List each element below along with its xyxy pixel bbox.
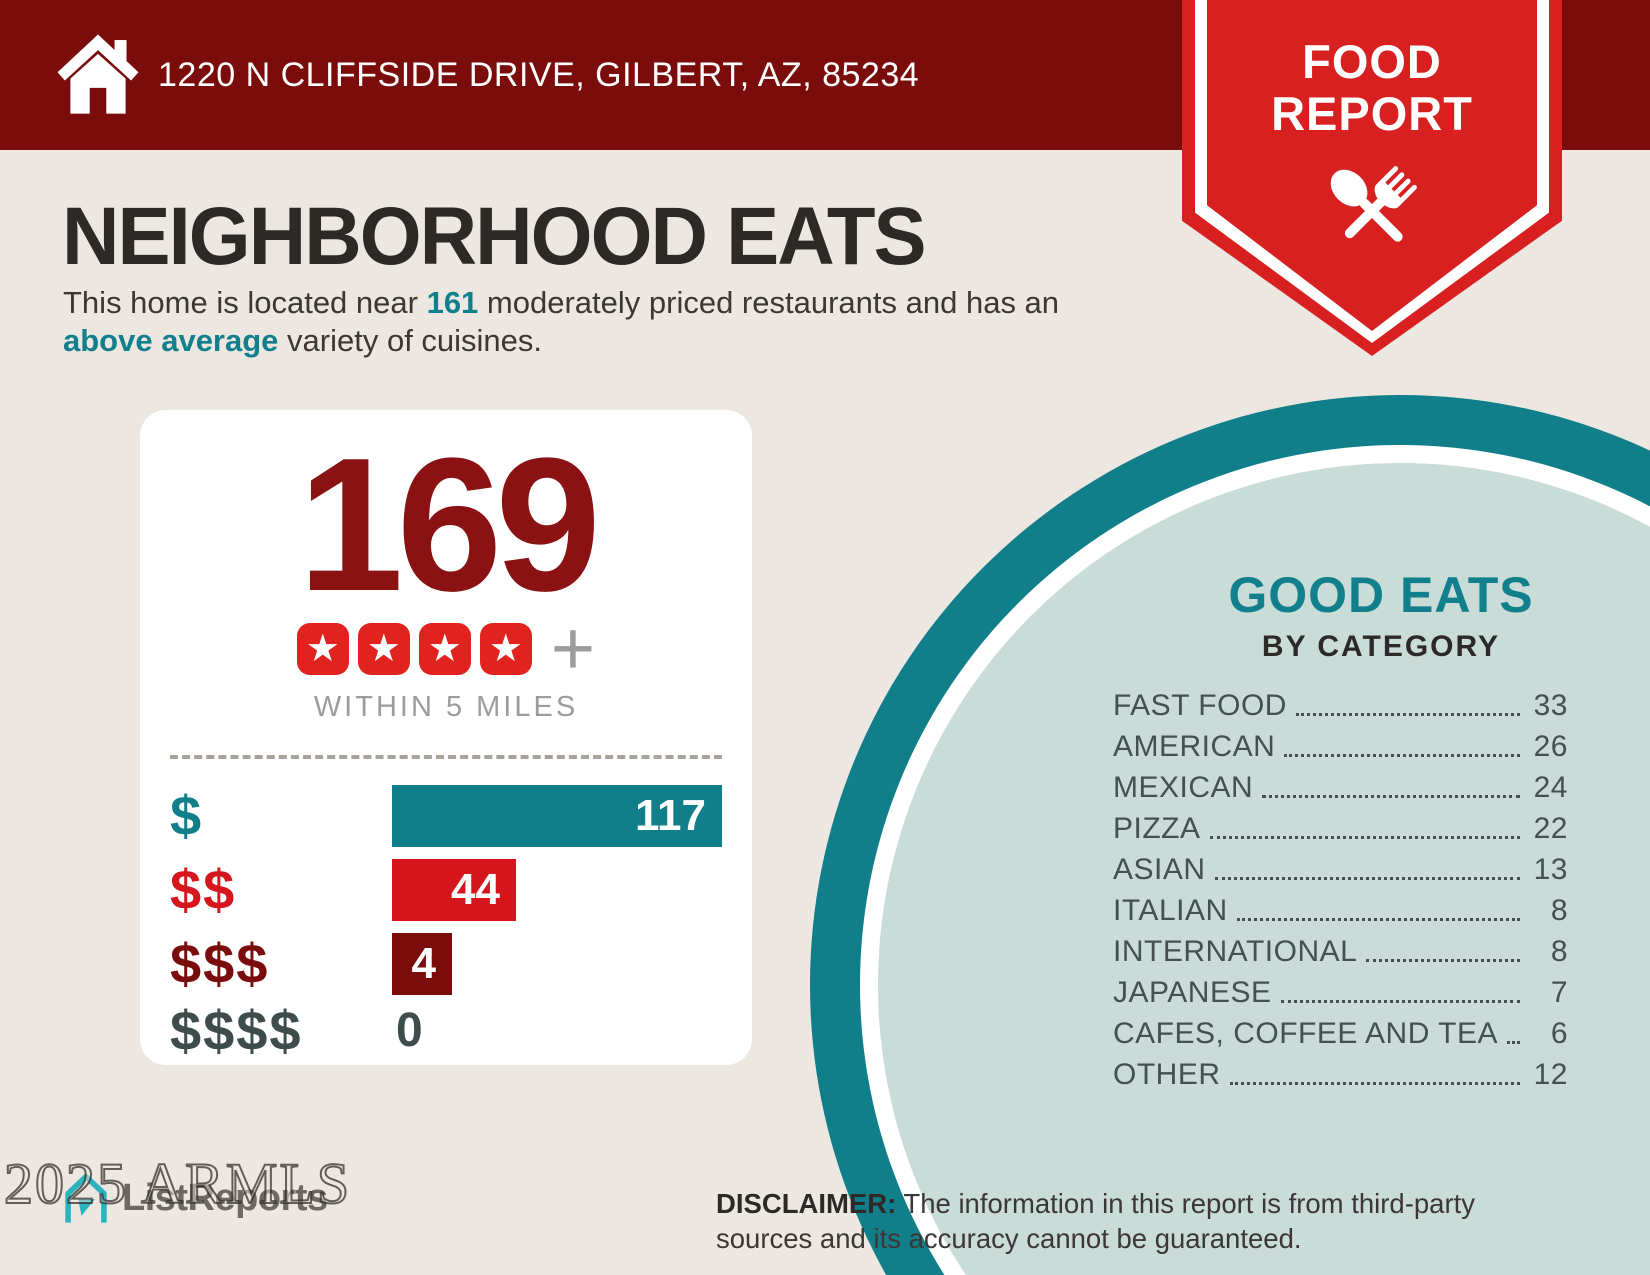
category-row: AMERICAN 26 xyxy=(1113,723,1568,764)
subtitle-pre: This home is located near xyxy=(63,285,427,320)
category-value: 7 xyxy=(1550,976,1568,1009)
price-tier-label: $$ xyxy=(170,858,237,922)
star-icon: ★ xyxy=(357,622,410,675)
spoon-fork-icon xyxy=(1330,166,1417,242)
dotted-leader xyxy=(1229,1082,1520,1085)
category-label: JAPANESE xyxy=(1113,976,1272,1009)
category-label: FAST FOOD xyxy=(1113,689,1287,722)
dotted-leader xyxy=(1507,1041,1520,1044)
ribbon-title-line1: FOOD xyxy=(1302,35,1442,88)
good-eats-subtitle: BY CATEGORY xyxy=(1261,630,1501,663)
disclaimer: DISCLAIMER: The information in this repo… xyxy=(716,1186,1576,1256)
subtitle-post: variety of cuisines. xyxy=(278,323,543,358)
dotted-leader xyxy=(1366,959,1520,962)
category-row: JAPANESE 7 xyxy=(1113,969,1568,1010)
star-icon: ★ xyxy=(296,622,349,675)
watermark: 2025 ARMLS xyxy=(3,1150,352,1217)
bar-track: 4 xyxy=(392,932,722,995)
dotted-leader xyxy=(1262,795,1520,798)
subtitle-mid: moderately priced restaurants and has an xyxy=(478,285,1060,320)
listreports-logo-text: ListReports xyxy=(122,1176,328,1219)
variety-highlight: above average xyxy=(63,323,279,358)
category-label: MEXICAN xyxy=(1113,771,1254,804)
restaurant-count: 169 xyxy=(297,419,601,631)
bar-track: 117 xyxy=(392,784,722,847)
disclaimer-label: DISCLAIMER: xyxy=(716,1188,897,1219)
category-row: MEXICAN 24 xyxy=(1113,764,1568,805)
category-label: ITALIAN xyxy=(1113,894,1228,927)
category-label: AMERICAN xyxy=(1113,730,1276,763)
category-row: INTERNATIONAL 8 xyxy=(1113,928,1568,969)
price-bar-row: $$$$ 0 xyxy=(170,999,722,1062)
bar: 44 xyxy=(392,858,516,921)
page-subtitle: This home is located near 161 moderately… xyxy=(63,284,1103,360)
listreports-logo: ListReports xyxy=(58,1170,328,1226)
ribbon-title: FOOD REPORT xyxy=(1182,36,1562,140)
category-value: 12 xyxy=(1533,1058,1568,1091)
category-row: FAST FOOD 33 xyxy=(1113,682,1568,723)
home-icon xyxy=(57,34,139,114)
good-eats-title: GOOD EATS xyxy=(1228,567,1534,623)
bar-track: 0 xyxy=(392,1003,722,1057)
category-label: CAFES, COFFEE AND TEA xyxy=(1113,1017,1499,1050)
price-tier-label: $$$ xyxy=(170,932,270,996)
radius-label: WITHIN 5 MILES xyxy=(313,690,579,723)
good-eats-circle xyxy=(810,395,1650,1275)
category-value: 13 xyxy=(1533,853,1568,886)
category-row: CAFES, COFFEE AND TEA 6 xyxy=(1113,1010,1568,1051)
dotted-leader xyxy=(1284,754,1520,757)
listreports-house-icon xyxy=(65,1173,107,1223)
price-bar-row: $117 xyxy=(170,784,722,848)
ribbon-title-line2: REPORT xyxy=(1271,87,1473,140)
bar-zero-value: 0 xyxy=(396,1003,423,1057)
star-rating: ★ ★ ★ ★ + xyxy=(140,605,752,691)
price-tier-label: $$$$ xyxy=(170,999,303,1063)
dotted-leader xyxy=(1295,713,1520,716)
category-value: 22 xyxy=(1533,812,1568,845)
restaurant-count-inline: 161 xyxy=(426,285,479,320)
category-value: 8 xyxy=(1550,894,1568,927)
dotted-leader xyxy=(1214,877,1520,880)
stats-card: 169 ★ ★ ★ ★ + WITHIN 5 MILES $117 $$ 44 $$$ 4 $$$… xyxy=(140,410,752,1065)
category-value: 24 xyxy=(1533,771,1568,804)
category-label: INTERNATIONAL xyxy=(1113,935,1358,968)
category-value: 8 xyxy=(1550,935,1568,968)
category-value: 6 xyxy=(1550,1017,1568,1050)
category-row: ITALIAN 8 xyxy=(1113,887,1568,928)
category-label: OTHER xyxy=(1113,1058,1221,1091)
disclaimer-text: The information in this report is from t… xyxy=(716,1188,1476,1254)
category-row: ASIAN 13 xyxy=(1113,846,1568,887)
good-eats-header: GOOD EATS BY CATEGORY xyxy=(1131,566,1631,664)
bar: 117 xyxy=(392,784,722,847)
star-icon: ★ xyxy=(418,622,471,675)
category-row: PIZZA 22 xyxy=(1113,805,1568,846)
food-report-ribbon: FOOD REPORT xyxy=(1182,0,1562,356)
page-title: NEIGHBORHOOD EATS xyxy=(62,191,927,282)
plus-icon: + xyxy=(550,605,596,691)
divider xyxy=(170,754,722,759)
price-bar-row: $$$ 4 xyxy=(170,932,722,996)
dotted-leader xyxy=(1209,836,1520,839)
price-bar-chart: $117 $$ 44 $$$ 4 $$$$ 0 xyxy=(170,784,722,1062)
bar-track: 44 xyxy=(392,858,722,921)
category-row: OTHER 12 xyxy=(1113,1051,1568,1092)
category-list: FAST FOOD 33 AMERICAN 26 MEXICAN 24 PIZZA 22 ASI… xyxy=(1113,682,1568,1092)
category-label: PIZZA xyxy=(1113,812,1201,845)
bar: 4 xyxy=(392,932,452,995)
star-icon: ★ xyxy=(479,622,532,675)
category-value: 26 xyxy=(1533,730,1568,763)
category-label: ASIAN xyxy=(1113,853,1206,886)
price-bar-row: $$ 44 xyxy=(170,858,722,922)
dotted-leader xyxy=(1236,918,1520,921)
property-address: 1220 N CLIFFSIDE DRIVE, GILBERT, AZ, 852… xyxy=(158,55,920,94)
price-tier-label: $ xyxy=(170,784,204,848)
dotted-leader xyxy=(1280,1000,1520,1003)
category-value: 33 xyxy=(1533,689,1568,722)
